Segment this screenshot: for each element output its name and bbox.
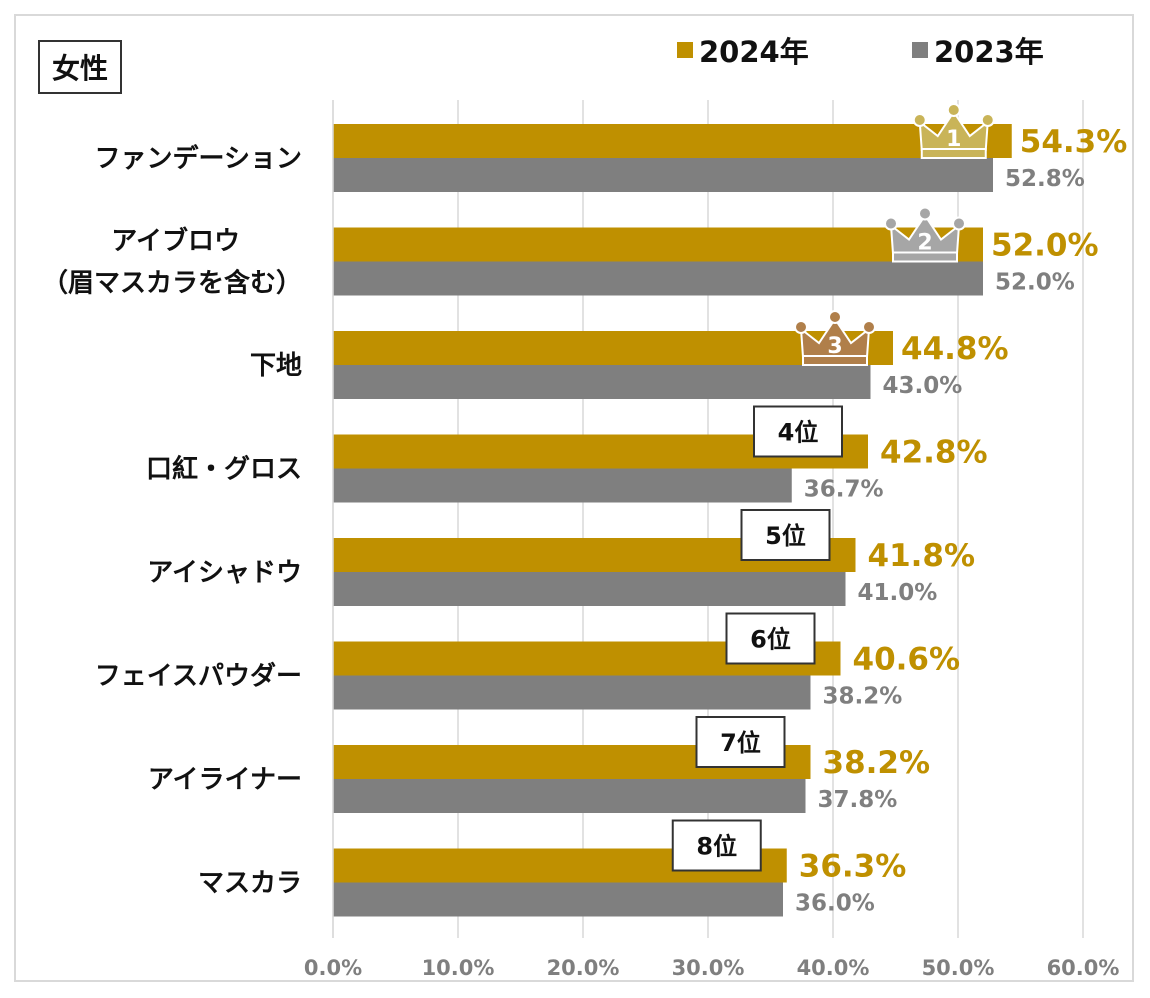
x-tick-label: 60.0%	[1047, 956, 1120, 980]
rank-box	[695, 716, 786, 768]
legend-label-2024: 2024年	[699, 35, 809, 69]
rank-label: 4位	[778, 419, 819, 447]
bar-2023	[333, 365, 871, 399]
value-label-2024: 42.8%	[880, 435, 988, 471]
bar-2024	[333, 124, 1012, 158]
bar-2023	[333, 468, 792, 503]
category-label: ファンデーション	[95, 143, 302, 174]
x-tick-label: 0.0%	[304, 956, 362, 980]
value-label-2024: 40.6%	[853, 642, 961, 678]
rank-crown-icon: 3	[794, 310, 876, 366]
category-label: アイシャドウ	[147, 558, 302, 588]
rank-crown-icon: 2	[884, 206, 966, 263]
bar-2024	[333, 227, 983, 262]
rank-crown-number: 2	[917, 231, 932, 256]
rank-box	[740, 509, 831, 561]
bar-2023	[333, 572, 846, 606]
value-label-2024: 54.3%	[1020, 124, 1128, 160]
rank-label: 6位	[750, 626, 791, 654]
x-tick-label: 10.0%	[422, 956, 495, 980]
legend-swatch-2024	[677, 42, 693, 58]
value-label-2023: 36.0%	[795, 891, 875, 917]
legend-item-2024: 2024年	[677, 30, 809, 70]
bar-2023	[333, 779, 806, 813]
category-label: フェイスパウダー	[95, 661, 302, 692]
category-label: アイブロウ	[111, 226, 240, 257]
gender-label: 女性	[38, 40, 122, 94]
value-label-2024: 38.2%	[823, 745, 931, 781]
rank-box	[753, 405, 843, 458]
value-label-2024: 52.0%	[991, 228, 1099, 264]
legend-item-2023: 2023年	[912, 30, 1044, 70]
rank-crown-number: 1	[946, 127, 961, 152]
value-label-2023: 38.2%	[823, 684, 903, 710]
x-tick-label: 50.0%	[922, 956, 995, 980]
legend-label-2023: 2023年	[934, 35, 1044, 69]
rank-label: 7位	[720, 729, 761, 757]
rank-box	[725, 612, 816, 665]
value-label-2024: 36.3%	[799, 849, 907, 885]
value-label-2024: 44.8%	[901, 331, 1009, 367]
rank-crown-number: 3	[827, 334, 842, 359]
bar-2023	[333, 675, 811, 710]
category-label: 下地	[250, 351, 302, 381]
category-label: （眉マスカラを含む）	[42, 268, 302, 299]
value-label-2024: 41.8%	[868, 538, 976, 574]
bar-2023	[333, 261, 983, 296]
category-label: 口紅・グロス	[146, 455, 302, 485]
value-label-2023: 36.7%	[804, 477, 884, 503]
rank-label: 5位	[765, 522, 806, 550]
bar-2023	[333, 158, 993, 192]
x-tick-label: 30.0%	[672, 956, 745, 980]
value-label-2023: 52.8%	[1005, 166, 1085, 192]
category-label: マスカラ	[198, 869, 302, 899]
value-label-2023: 52.0%	[995, 270, 1075, 296]
bar-2024	[333, 331, 893, 365]
x-tick-label: 20.0%	[547, 956, 620, 980]
legend-swatch-2023	[912, 42, 928, 58]
category-label: アイライナー	[148, 765, 302, 795]
bar-2023	[333, 882, 783, 917]
chart-frame	[14, 14, 1134, 982]
x-tick-label: 40.0%	[797, 956, 870, 980]
rank-box	[671, 819, 762, 872]
value-label-2023: 41.0%	[858, 580, 938, 606]
rank-crown-icon: 1	[912, 103, 995, 159]
rank-label: 8位	[696, 833, 737, 861]
value-label-2023: 43.0%	[883, 373, 963, 399]
value-label-2023: 37.8%	[818, 787, 898, 813]
